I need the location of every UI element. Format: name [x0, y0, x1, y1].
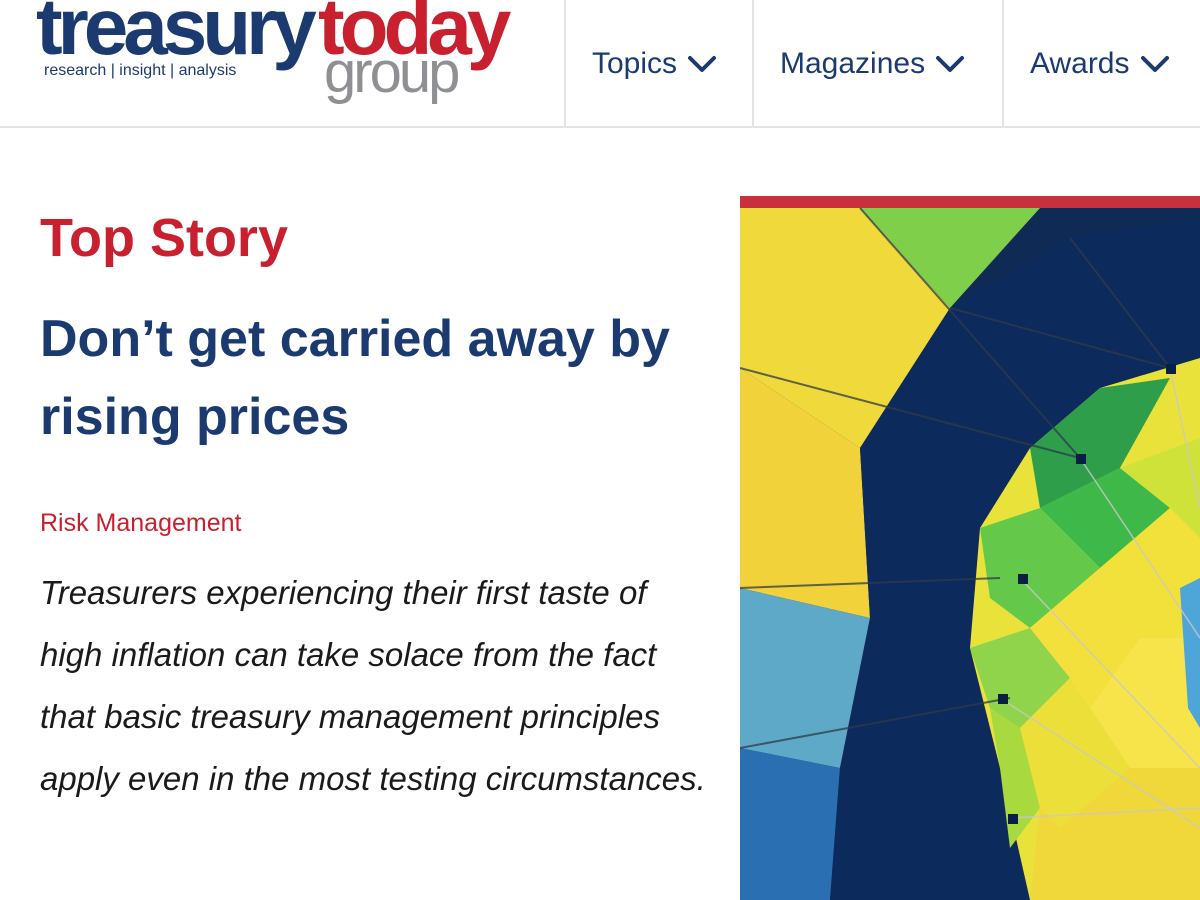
- chevron-down-icon: [935, 54, 965, 74]
- story-headline-link[interactable]: Don’t get carried away by rising prices: [40, 310, 670, 446]
- nav-item-label: Awards: [1030, 47, 1130, 80]
- nav-item-awards[interactable]: Awards: [1002, 0, 1200, 128]
- hot-air-balloon-illustration: [740, 208, 1200, 900]
- top-story: Top Story Don’t get carried away by risi…: [40, 200, 720, 810]
- story-standfirst: Treasurers experiencing their first tast…: [40, 574, 706, 797]
- section-kicker: Top Story: [40, 208, 288, 268]
- nav-item-label: Topics: [592, 47, 678, 80]
- nav-item-label: Magazines: [780, 47, 926, 80]
- main-nav: Topics Magazines Awards: [564, 0, 1200, 128]
- logo-word-treasury: treasury: [36, 0, 317, 71]
- nav-item-topics[interactable]: Topics: [564, 0, 752, 128]
- chevron-down-icon: [687, 54, 717, 74]
- hero-image-hot-air-balloon[interactable]: [740, 196, 1200, 900]
- site-header: treasury today group research | insight …: [0, 0, 1200, 128]
- nav-item-magazines[interactable]: Magazines: [752, 0, 1002, 128]
- story-category-link[interactable]: Risk Management: [40, 509, 242, 537]
- logo-tagline: research | insight | analysis: [44, 62, 237, 79]
- chevron-down-icon: [1140, 54, 1170, 74]
- site-logo[interactable]: treasury today group research | insight …: [36, 0, 536, 122]
- logo-word-group: group: [324, 40, 460, 105]
- logo-word-today: today: [318, 0, 511, 71]
